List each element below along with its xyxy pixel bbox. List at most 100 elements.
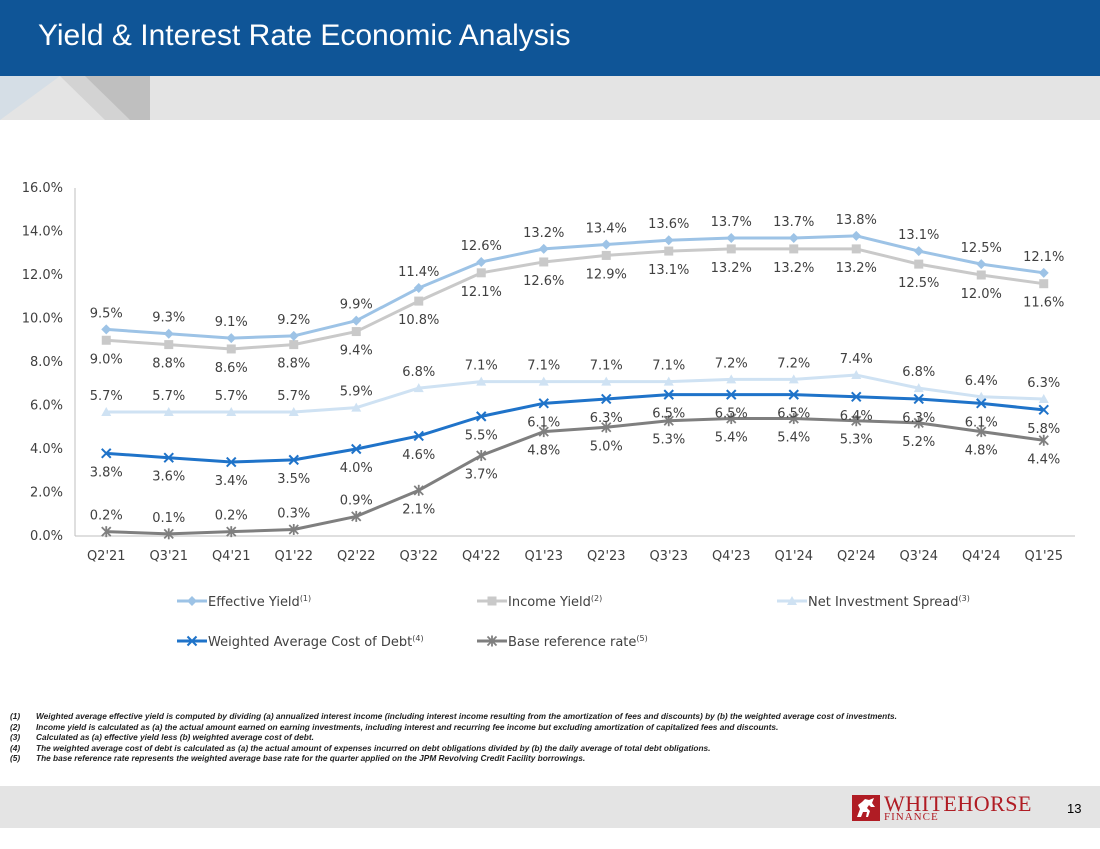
data-label: 6.5% <box>777 407 810 422</box>
data-label: 8.8% <box>277 357 310 372</box>
data-label: 0.1% <box>152 511 185 526</box>
data-label: 3.5% <box>277 472 310 487</box>
data-point <box>413 383 424 393</box>
logo-wordmark: WHITEHORSE <box>884 791 1032 816</box>
data-label: 8.6% <box>215 361 248 376</box>
data-label: 7.1% <box>465 359 498 374</box>
footnote-2: (2) Income yield is calculated as (a) the… <box>10 722 1090 733</box>
footnote-number: (3) <box>10 732 21 742</box>
footnote-4: (4) The weighted average cost of debt is … <box>10 743 1090 754</box>
data-label: 6.4% <box>965 374 998 389</box>
data-label: 0.9% <box>340 493 373 508</box>
data-point <box>163 328 174 339</box>
data-point <box>1038 393 1049 403</box>
series-line-3 <box>106 393 1044 464</box>
data-label: 13.7% <box>773 215 814 230</box>
data-label: 10.8% <box>398 313 439 328</box>
data-label: 13.1% <box>898 228 939 243</box>
footnote-1: (1) Weighted average effective yield is c… <box>10 711 1090 722</box>
y-tick-label: 0.0% <box>30 529 63 544</box>
data-point <box>226 526 237 538</box>
data-label: 4.8% <box>965 444 998 459</box>
data-label: 11.6% <box>1023 296 1064 311</box>
x-tick-label: Q4'24 <box>962 549 1001 564</box>
data-label: 0.2% <box>90 509 123 524</box>
data-point <box>788 389 799 400</box>
data-point <box>726 389 737 400</box>
data-label: 3.7% <box>465 468 498 483</box>
legend-marker <box>187 596 197 606</box>
x-tick-label: Q3'22 <box>399 549 438 564</box>
legend-marker <box>487 596 497 606</box>
data-label: 3.6% <box>152 470 185 485</box>
data-label: 5.7% <box>152 389 185 404</box>
data-label: 8.8% <box>152 357 185 372</box>
data-point <box>538 426 549 438</box>
x-tick-label: Q2'24 <box>837 549 876 564</box>
data-label: 4.8% <box>527 444 560 459</box>
data-point <box>976 398 987 409</box>
x-tick-label: Q4'22 <box>462 549 501 564</box>
y-tick-label: 16.0% <box>22 181 63 196</box>
data-label: 9.9% <box>340 298 373 313</box>
data-point <box>726 413 737 425</box>
data-point <box>726 244 736 254</box>
data-point <box>413 283 424 294</box>
data-label: 9.0% <box>90 352 123 367</box>
data-label: 5.8% <box>1027 422 1060 437</box>
legend-label: Base reference rate(5) <box>508 634 648 650</box>
data-point <box>539 257 549 267</box>
data-label: 7.1% <box>590 359 623 374</box>
data-label: 12.1% <box>461 285 502 300</box>
data-label: 6.3% <box>902 411 935 426</box>
legend-superscript: (3) <box>959 594 970 603</box>
data-point <box>351 327 361 337</box>
yield-line-chart: 0.0% 2.0% 4.0% 6.0% 8.0% 10.0% 12.0% 14.0% 16.0%… <box>0 170 1100 670</box>
data-point <box>601 393 612 405</box>
data-label: 13.8% <box>836 213 877 228</box>
data-point <box>851 391 862 403</box>
data-label: 9.2% <box>277 313 310 328</box>
data-label: 6.4% <box>840 409 873 424</box>
data-label: 5.4% <box>777 431 810 446</box>
series-line-4 <box>106 417 1044 536</box>
data-point <box>413 484 424 496</box>
data-label: 6.5% <box>715 407 748 422</box>
data-point <box>288 454 299 466</box>
x-tick-label: Q2'23 <box>587 549 626 564</box>
data-point <box>601 250 611 260</box>
data-point <box>913 417 924 429</box>
data-point <box>1038 404 1049 416</box>
header-subband <box>0 76 1100 120</box>
data-label: 13.2% <box>523 226 564 241</box>
data-label: 7.1% <box>527 359 560 374</box>
y-tick-label: 12.0% <box>22 268 63 283</box>
data-label: 11.4% <box>398 265 439 280</box>
data-label: 6.3% <box>590 411 623 426</box>
x-tick-label: Q3'23 <box>649 549 688 564</box>
footnote-number: (4) <box>10 742 21 753</box>
data-point <box>538 376 549 386</box>
data-label: 12.5% <box>961 241 1002 256</box>
footnote-5: (5) The base reference rate represents th… <box>10 753 1090 764</box>
legend-marker <box>486 635 498 647</box>
data-point <box>1038 267 1049 278</box>
series-line-1 <box>106 247 1044 351</box>
data-point <box>913 383 924 393</box>
y-tick-label: 14.0% <box>22 225 63 240</box>
legend-superscript: (1) <box>300 594 311 603</box>
data-point <box>538 243 549 254</box>
data-point <box>726 374 737 384</box>
data-point <box>851 415 862 427</box>
legend-label: Effective Yield(1) <box>208 594 311 610</box>
data-point <box>476 268 486 278</box>
footnote-number: (5) <box>10 753 21 763</box>
data-label: 4.4% <box>1027 452 1060 467</box>
data-label: 4.0% <box>340 461 373 476</box>
data-label: 13.6% <box>648 217 689 232</box>
y-tick-label: 4.0% <box>30 442 63 457</box>
series-line-2 <box>106 373 1044 414</box>
footnote-number: (1) <box>10 711 21 721</box>
legend-label: Income Yield(2) <box>508 594 602 610</box>
data-point <box>851 230 862 241</box>
